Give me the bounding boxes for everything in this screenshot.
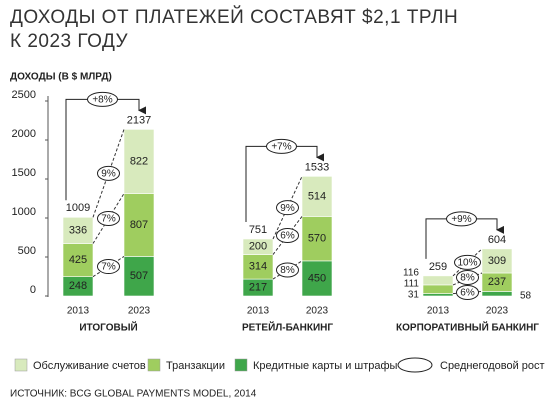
bar-segment [481,248,513,274]
growth-connector [92,256,125,278]
value-label: 336 [69,224,87,236]
growth-connector [272,176,303,240]
growth-ellipse [266,138,297,154]
growth-ellipse [97,259,120,275]
growth-label: 9% [280,203,295,214]
x-tick-label: 2023 [306,306,329,317]
value-label: 570 [308,233,326,245]
bar-segment [301,260,333,297]
value-label: 507 [130,270,148,282]
legend-ellipse [397,357,433,373]
bar-segment [123,256,155,297]
growth-ellipse [97,165,120,181]
growth-ellipse [276,262,299,278]
bar-segment [422,275,454,286]
growth-ellipse [97,211,120,227]
legend-label: Среднегодовой рост [440,360,545,372]
bar-segment [242,254,274,280]
chart-title: К 2023 ГОДУ [10,31,129,52]
x-tick-label: 2023 [128,306,151,317]
y-tick-label: 1000 [12,206,36,218]
value-label: 111 [404,278,420,289]
y-tick-label: 500 [18,245,36,257]
legend-label: Обслуживание счетов [33,360,146,372]
bar-segment [301,176,333,217]
group-label: РЕТЕЙЛ-БАНКИНГ [242,321,333,334]
x-tick-label: 2013 [427,306,450,317]
value-label: 514 [308,190,326,202]
legend-swatch [234,358,248,372]
growth-ellipse [446,211,477,227]
growth-label: 8% [280,265,295,276]
chart-title: ДОХОДЫ ОТ ПЛАТЕЖЕЙ СОСТАВЯТ $2,1 ТРЛН [10,6,458,28]
group-label: ИТОГОВЫЙ [79,321,137,334]
growth-ellipse [454,254,481,270]
growth-ellipse [276,200,299,216]
total-label: 1009 [66,202,90,214]
bar-segment [422,293,454,297]
legend-swatch [14,358,28,372]
growth-ellipse [456,285,479,301]
y-axis-label: ДОХОДЫ (В $ МЛРД) [10,72,112,83]
bar-segment [62,216,94,244]
growth-ellipse [456,270,479,286]
value-label: 248 [69,280,87,292]
legend-label: Транзакции [166,360,225,372]
value-label: 807 [130,219,148,231]
growth-connector [272,216,303,255]
group-label: КОРПОРАТИВНЫЙ БАНКИНГ [396,321,539,334]
growth-label: +8% [92,95,112,106]
growth-label: +9% [451,214,471,225]
value-label: 237 [488,276,506,288]
value-label: 58 [520,290,532,301]
value-label: 309 [488,255,506,267]
value-label: 450 [308,272,326,284]
growth-label: 9% [101,168,116,179]
y-tick-label: 2000 [12,128,36,140]
bar-segment [123,193,155,257]
y-tick-label: 0 [30,284,36,296]
value-label: 822 [130,155,148,167]
growth-label: 7% [101,262,116,273]
source: ИСТОЧНИК: BCG GLOBAL PAYMENTS MODEL, 201… [10,389,257,400]
x-tick-label: 2013 [67,306,90,317]
total-label: 1533 [305,161,329,173]
growth-ellipse [87,91,118,107]
y-tick-label: 2500 [12,89,36,101]
growth-label: 8% [460,273,475,284]
growth-label: 7% [101,214,116,225]
growth-connector [452,248,483,277]
y-tick-label: 1500 [12,167,36,179]
value-label: 425 [69,254,87,266]
growth-label: 10% [457,258,477,269]
bar-segment [242,238,274,255]
legend-swatch [147,358,161,372]
value-label: 200 [249,241,267,253]
value-label: 217 [249,281,267,293]
total-label: 751 [249,224,267,236]
x-tick-label: 2013 [247,306,270,317]
total-label: 604 [488,234,506,246]
x-tick-label: 2023 [486,306,509,317]
bar-segment [123,129,155,194]
growth-label: +7% [271,141,291,152]
bar-segment [481,291,513,297]
value-label: 31 [408,289,420,300]
value-label: 116 [403,267,419,278]
growth-ellipse [276,228,299,244]
total-label: 2137 [127,114,151,126]
total-label: 259 [429,261,447,273]
value-label: 314 [249,261,267,273]
growth-label: 6% [280,231,295,242]
bar-segment [422,284,454,294]
legend-label: Кредитные карты и штрафы [253,360,398,372]
growth-label: 6% [460,288,475,299]
